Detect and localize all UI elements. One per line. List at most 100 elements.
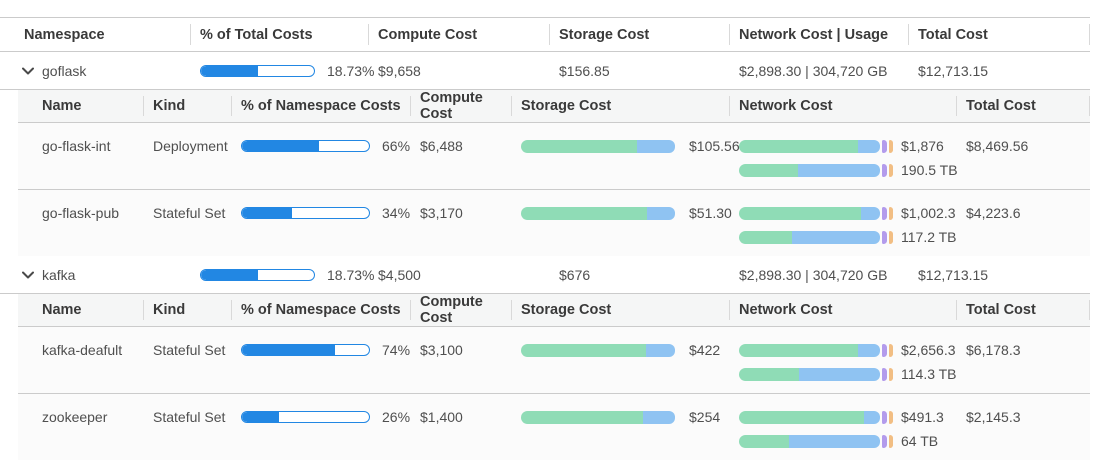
col-header-pct-namespace-costs[interactable]: % of Namespace Costs [231, 90, 410, 122]
network-cost-purple-segment [882, 139, 887, 153]
network-usage-orange-segment [889, 434, 893, 448]
workload-row[interactable]: go-flask-int Deployment 66% $6,488 $105.… [18, 123, 1090, 190]
network-cost-orange-segment [889, 139, 893, 153]
col-header-total-cost[interactable]: Total Cost [956, 294, 1090, 326]
col-header-compute-cost[interactable]: Compute Cost [410, 90, 511, 122]
col-header-name[interactable]: Name [42, 302, 82, 318]
network-cost-blue-segment [857, 343, 880, 357]
network-usage-purple-segment [882, 230, 887, 244]
workload-compute-cost: $3,100 [420, 342, 463, 358]
workload-network-cell: $491.3 64 TB [729, 406, 956, 450]
storage-bar-blue-segment [647, 206, 675, 220]
network-usage-green-segment [739, 163, 798, 177]
network-cost-blue-segment [857, 139, 880, 153]
workload-network-cell: $2,656.3 114.3 TB [729, 339, 957, 383]
network-cost-blue-segment [864, 410, 880, 424]
network-cost-line: $491.3 [739, 408, 944, 426]
network-usage-purple-segment [882, 434, 887, 448]
pct-namespace-costs-value: 66% [382, 138, 411, 154]
namespaces-container: goflask 18.73% $9,658 $156.85 $2,898.30 … [0, 52, 1090, 460]
cost-table: Namespace % of Total Costs Compute Cost … [0, 17, 1090, 460]
network-usage-purple-segment [882, 367, 887, 381]
col-header-compute-cost[interactable]: Compute Cost [368, 18, 549, 51]
storage-bar-green-segment [521, 139, 637, 153]
workload-total-cost: $4,223.6 [966, 205, 1021, 221]
workload-storage-cell: $422 [511, 339, 729, 359]
workload-network-cell: $1,876 190.5 TB [729, 135, 958, 179]
workload-rows: kafka-deafult Stateful Set 74% $3,100 $4… [18, 327, 1090, 460]
workload-storage-cell: $254 [511, 406, 729, 426]
network-usage-blue-segment [797, 163, 880, 177]
workload-storage-cell: $51.30 [511, 202, 732, 222]
col-header-kind[interactable]: Kind [143, 90, 231, 122]
namespace-row[interactable]: goflask 18.73% $9,658 $156.85 $2,898.30 … [0, 52, 1090, 90]
network-usage-orange-segment [889, 230, 893, 244]
network-cost-orange-segment [889, 343, 893, 357]
col-header-storage-cost[interactable]: Storage Cost [511, 294, 729, 326]
col-header-name[interactable]: Name [42, 98, 82, 114]
chevron-down-icon[interactable] [20, 267, 36, 283]
namespace-network-cost-usage: $2,898.30 | 304,720 GB [739, 266, 888, 283]
col-header-network-cost[interactable]: Network Cost [729, 90, 956, 122]
network-cost-orange-segment [889, 206, 893, 220]
col-header-pct-total-costs[interactable]: % of Total Costs [190, 18, 368, 51]
pct-total-costs-bar [200, 268, 315, 281]
namespace-total-cost: $12,713.15 [918, 62, 989, 79]
namespace-cell: goflask [0, 63, 190, 79]
network-cost-value: $1,002.3 [901, 205, 956, 221]
workload-compute-cost: $3,170 [420, 205, 463, 221]
col-header-network-cost[interactable]: Network Cost [729, 294, 956, 326]
col-header-compute-cost[interactable]: Compute Cost [410, 294, 511, 326]
workload-row[interactable]: zookeeper Stateful Set 26% $1,400 $254 [18, 394, 1090, 460]
pct-namespace-costs-bar [241, 344, 370, 356]
network-cost-bar [739, 410, 893, 424]
network-usage-blue-segment [789, 434, 880, 448]
col-header-storage-cost[interactable]: Storage Cost [549, 18, 729, 51]
workload-network-cell: $1,002.3 117.2 TB [729, 202, 957, 246]
storage-bar-green-segment [521, 343, 646, 357]
storage-cost-value: $51.30 [689, 205, 732, 221]
network-usage-bar [739, 163, 893, 177]
pct-namespace-costs-value: 26% [382, 409, 411, 425]
workload-row[interactable]: go-flask-pub Stateful Set 34% $3,170 $51… [18, 190, 1090, 256]
workload-pct-cell: 34% [231, 202, 410, 222]
col-header-kind[interactable]: Kind [143, 294, 231, 326]
workload-total-cost: $8,469.56 [966, 138, 1029, 154]
workload-rows: go-flask-int Deployment 66% $6,488 $105.… [18, 123, 1090, 256]
workload-table: Name Kind % of Namespace Costs Compute C… [18, 90, 1090, 256]
namespace-storage-cost: $156.85 [559, 62, 610, 79]
pct-namespace-costs-bar [241, 140, 370, 152]
col-header-storage-cost[interactable]: Storage Cost [511, 90, 729, 122]
namespace-row[interactable]: kafka 18.73% $4,500 $676 $2,898.30 | 304… [0, 256, 1090, 294]
network-usage-purple-segment [882, 163, 887, 177]
network-cost-bar [739, 343, 893, 357]
network-cost-blue-segment [861, 206, 880, 220]
namespace-storage-cost: $676 [559, 266, 591, 283]
workload-total-cost: $6,178.3 [966, 342, 1021, 358]
workload-row[interactable]: kafka-deafult Stateful Set 74% $3,100 $4… [18, 327, 1090, 394]
workload-pct-cell: 74% [231, 339, 410, 359]
network-usage-green-segment [739, 367, 799, 381]
namespace-compute-cost: $4,500 [378, 266, 421, 283]
col-header-namespace[interactable]: Namespace [24, 26, 105, 43]
storage-bar-blue-segment [636, 139, 675, 153]
col-header-total-cost[interactable]: Total Cost [956, 90, 1090, 122]
workload-compute-cost: $1,400 [420, 409, 463, 425]
chevron-down-icon[interactable] [20, 63, 36, 79]
network-usage-bar [739, 230, 893, 244]
namespace-name: goflask [42, 62, 87, 79]
workload-kind: Stateful Set [153, 409, 226, 425]
network-cost-value: $1,876 [901, 138, 944, 154]
network-cost-purple-segment [882, 343, 887, 357]
network-cost-line: $1,876 [739, 137, 944, 155]
network-usage-line: 114.3 TB [739, 365, 957, 383]
storage-cost-value: $254 [689, 409, 721, 425]
pct-namespace-costs-value: 74% [382, 342, 411, 358]
workload-name: zookeeper [42, 409, 108, 425]
col-header-network-cost-usage[interactable]: Network Cost | Usage [729, 18, 908, 51]
storage-bar-blue-segment [642, 410, 675, 424]
col-header-total-cost[interactable]: Total Cost [908, 18, 1090, 51]
workload-header-row: Name Kind % of Namespace Costs Compute C… [18, 90, 1090, 123]
workload-pct-cell: 26% [231, 406, 410, 426]
col-header-pct-namespace-costs[interactable]: % of Namespace Costs [231, 294, 410, 326]
